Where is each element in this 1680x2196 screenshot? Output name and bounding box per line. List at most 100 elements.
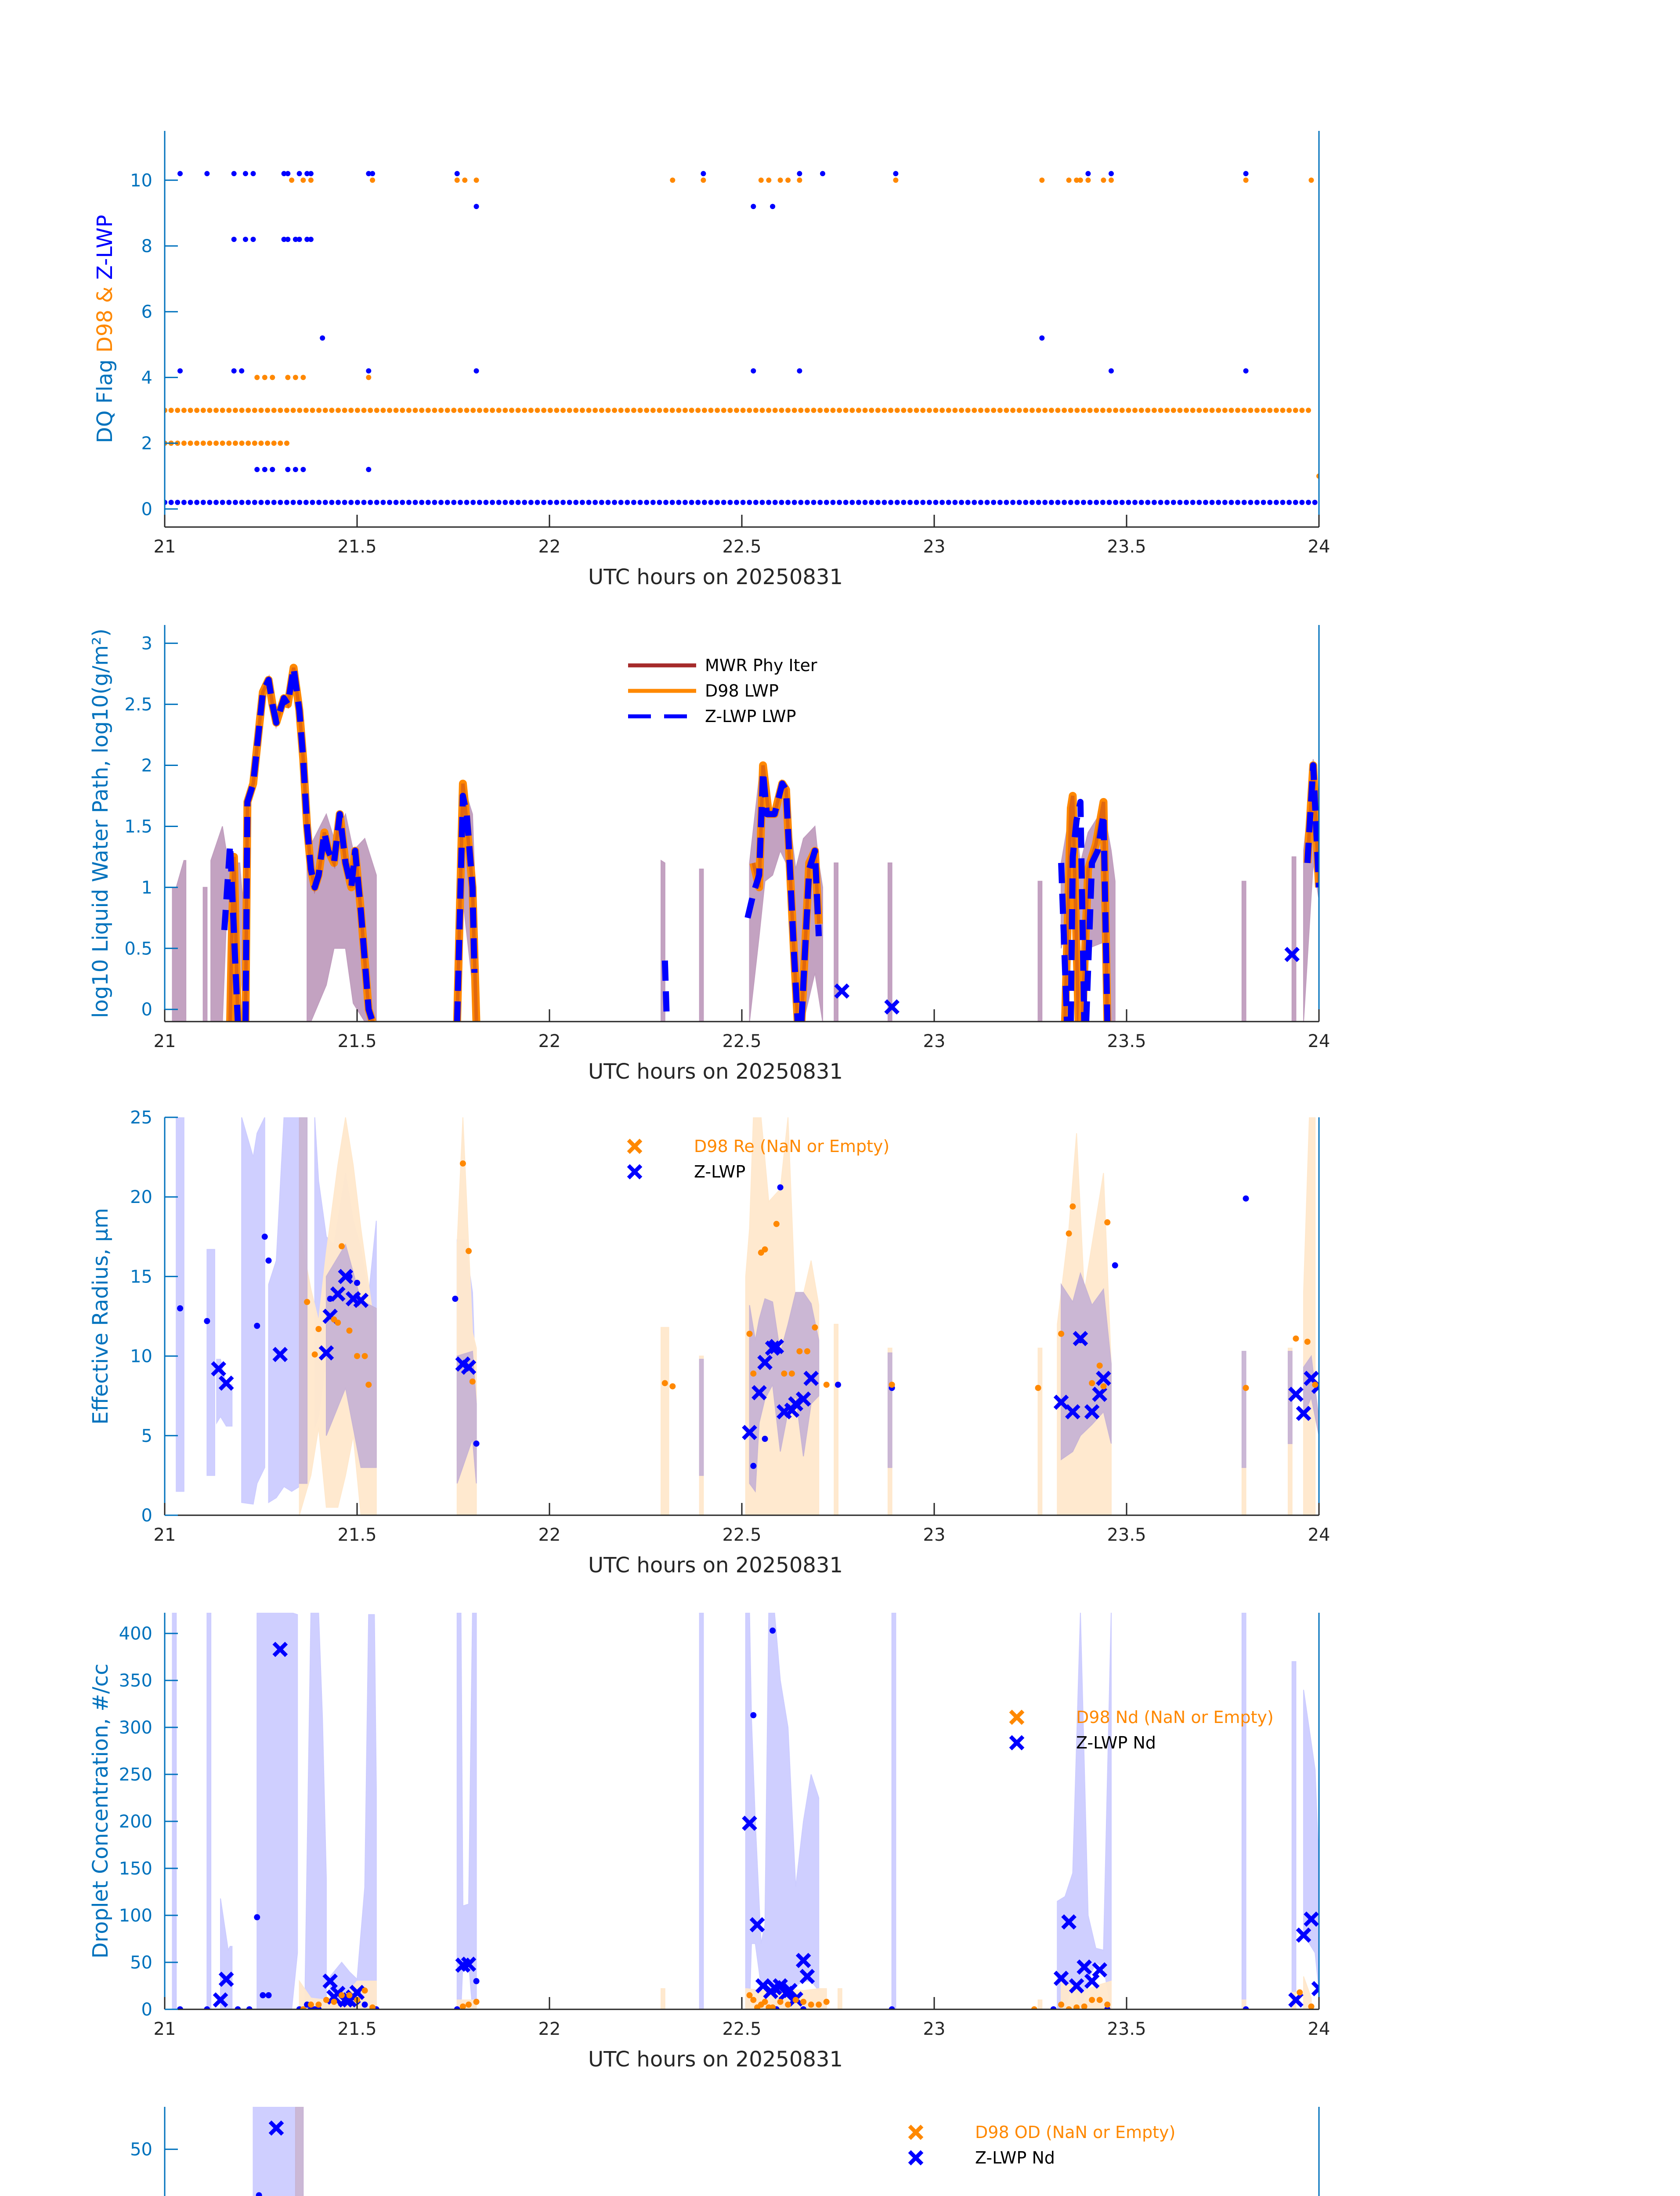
plot-area <box>253 2107 304 2196</box>
flag-dot <box>1151 499 1157 505</box>
flag-dot <box>605 408 611 413</box>
y-tick-label: 0 <box>141 499 152 520</box>
flag-dot <box>753 499 759 505</box>
y-tick-label: 1.5 <box>124 816 152 837</box>
flag-dot <box>959 408 965 413</box>
zlwp-lwp-line <box>454 792 478 1022</box>
uncertainty-band <box>253 2107 296 2196</box>
flag-dot <box>849 499 855 505</box>
data-dot <box>304 1299 311 1305</box>
flag-dot <box>727 499 733 505</box>
x-marker-path <box>211 1361 227 1376</box>
flag-dot <box>1267 408 1273 413</box>
flag-dot <box>175 499 181 505</box>
flag-dot <box>933 499 939 505</box>
flag-dot <box>477 408 482 413</box>
flag-dot <box>188 499 193 505</box>
y-tick-label: 0 <box>141 2000 152 2020</box>
flag-dot <box>1145 499 1151 505</box>
x-marker-path <box>330 1286 346 1302</box>
x-marker-path <box>795 1391 811 1407</box>
flag-dot <box>1203 408 1208 413</box>
flag-dot <box>1196 408 1202 413</box>
flag-dot <box>454 177 460 183</box>
x-tick-label: 21.5 <box>337 2019 376 2039</box>
flag-dot <box>194 441 200 446</box>
x-tick-label: 24 <box>1308 537 1330 557</box>
flag-dot <box>348 408 354 413</box>
data-dot <box>246 2006 253 2009</box>
flag-dot <box>554 499 560 505</box>
flag-dot <box>689 408 694 413</box>
flag-dot <box>644 408 650 413</box>
flag-dot <box>1108 368 1114 374</box>
flag-dot <box>798 499 804 505</box>
x-tick-label: 23.5 <box>1107 1525 1146 1545</box>
x-cross-marker <box>1009 1709 1025 1725</box>
flag-dot <box>246 408 251 413</box>
x-cross-marker <box>884 999 900 1015</box>
flag-dot <box>837 499 842 505</box>
flag-dot <box>843 408 849 413</box>
x-cross-marker <box>742 1425 757 1440</box>
flag-dot <box>946 499 951 505</box>
flag-dot <box>271 408 277 413</box>
x-tick-label: 21 <box>154 1031 176 1051</box>
flag-dot <box>368 408 373 413</box>
flag-dot <box>573 408 579 413</box>
flag-dot <box>200 441 206 446</box>
flag-dot <box>271 441 277 446</box>
x-tick-label: 23 <box>923 537 946 557</box>
flag-dot <box>451 499 457 505</box>
data-dot <box>823 1998 830 2005</box>
flag-dot <box>625 408 630 413</box>
flag-dot <box>682 408 688 413</box>
legend-label: D98 Re (NaN or Empty) <box>694 1137 889 1156</box>
flag-dot <box>1138 408 1144 413</box>
flag-dot <box>1305 499 1311 505</box>
flag-dot <box>1241 499 1247 505</box>
uncertainty-band <box>1291 1661 1297 2009</box>
flag-dot <box>348 499 354 505</box>
y-tick-label: 200 <box>119 1812 152 1832</box>
flag-dot <box>231 171 237 177</box>
flag-dot <box>265 441 271 446</box>
zlwp-lwp-line <box>744 768 801 1022</box>
flag-dot <box>1113 499 1119 505</box>
flag-dot <box>573 499 579 505</box>
x-marker-path <box>318 1345 334 1361</box>
flag-dot <box>1036 408 1041 413</box>
flag-dot <box>438 408 444 413</box>
flag-dot <box>933 408 939 413</box>
flag-dot <box>804 499 810 505</box>
data-dot <box>265 1992 272 1998</box>
data-dot <box>1312 1381 1319 1388</box>
data-dot <box>669 1383 676 1390</box>
flag-dot <box>586 408 592 413</box>
flag-dot <box>811 499 817 505</box>
flag-dot <box>1113 408 1119 413</box>
legend-label: Z-LWP LWP <box>705 707 796 726</box>
panel-re: 21 21.5 22 22.5 23 23.5 24 0 5 10 15 20 25 UTC hours … <box>88 1108 1330 1578</box>
flag-dot <box>715 408 720 413</box>
flag-dot <box>281 171 287 177</box>
x-marker-path <box>908 2124 924 2140</box>
flag-dot <box>470 408 476 413</box>
flag-dot <box>1080 408 1086 413</box>
flag-dot <box>270 375 275 380</box>
flag-dot <box>168 499 174 505</box>
y-tick-label: 150 <box>119 1859 152 1879</box>
flag-dot <box>830 408 836 413</box>
flag-dot <box>1267 499 1273 505</box>
x-marker-path <box>353 1293 369 1308</box>
uncertainty-band <box>329 1614 377 2009</box>
flag-dot <box>432 499 437 505</box>
x-tick-label: 22 <box>538 1525 561 1545</box>
flag-dot <box>1177 408 1183 413</box>
data-dot <box>1243 2006 1249 2009</box>
data-dot <box>177 1305 184 1311</box>
mwr-phy-iter-line <box>1063 795 1080 1022</box>
uncertainty-band <box>834 1324 838 1515</box>
uncertainty-band <box>661 860 665 1022</box>
flag-dot <box>920 499 926 505</box>
